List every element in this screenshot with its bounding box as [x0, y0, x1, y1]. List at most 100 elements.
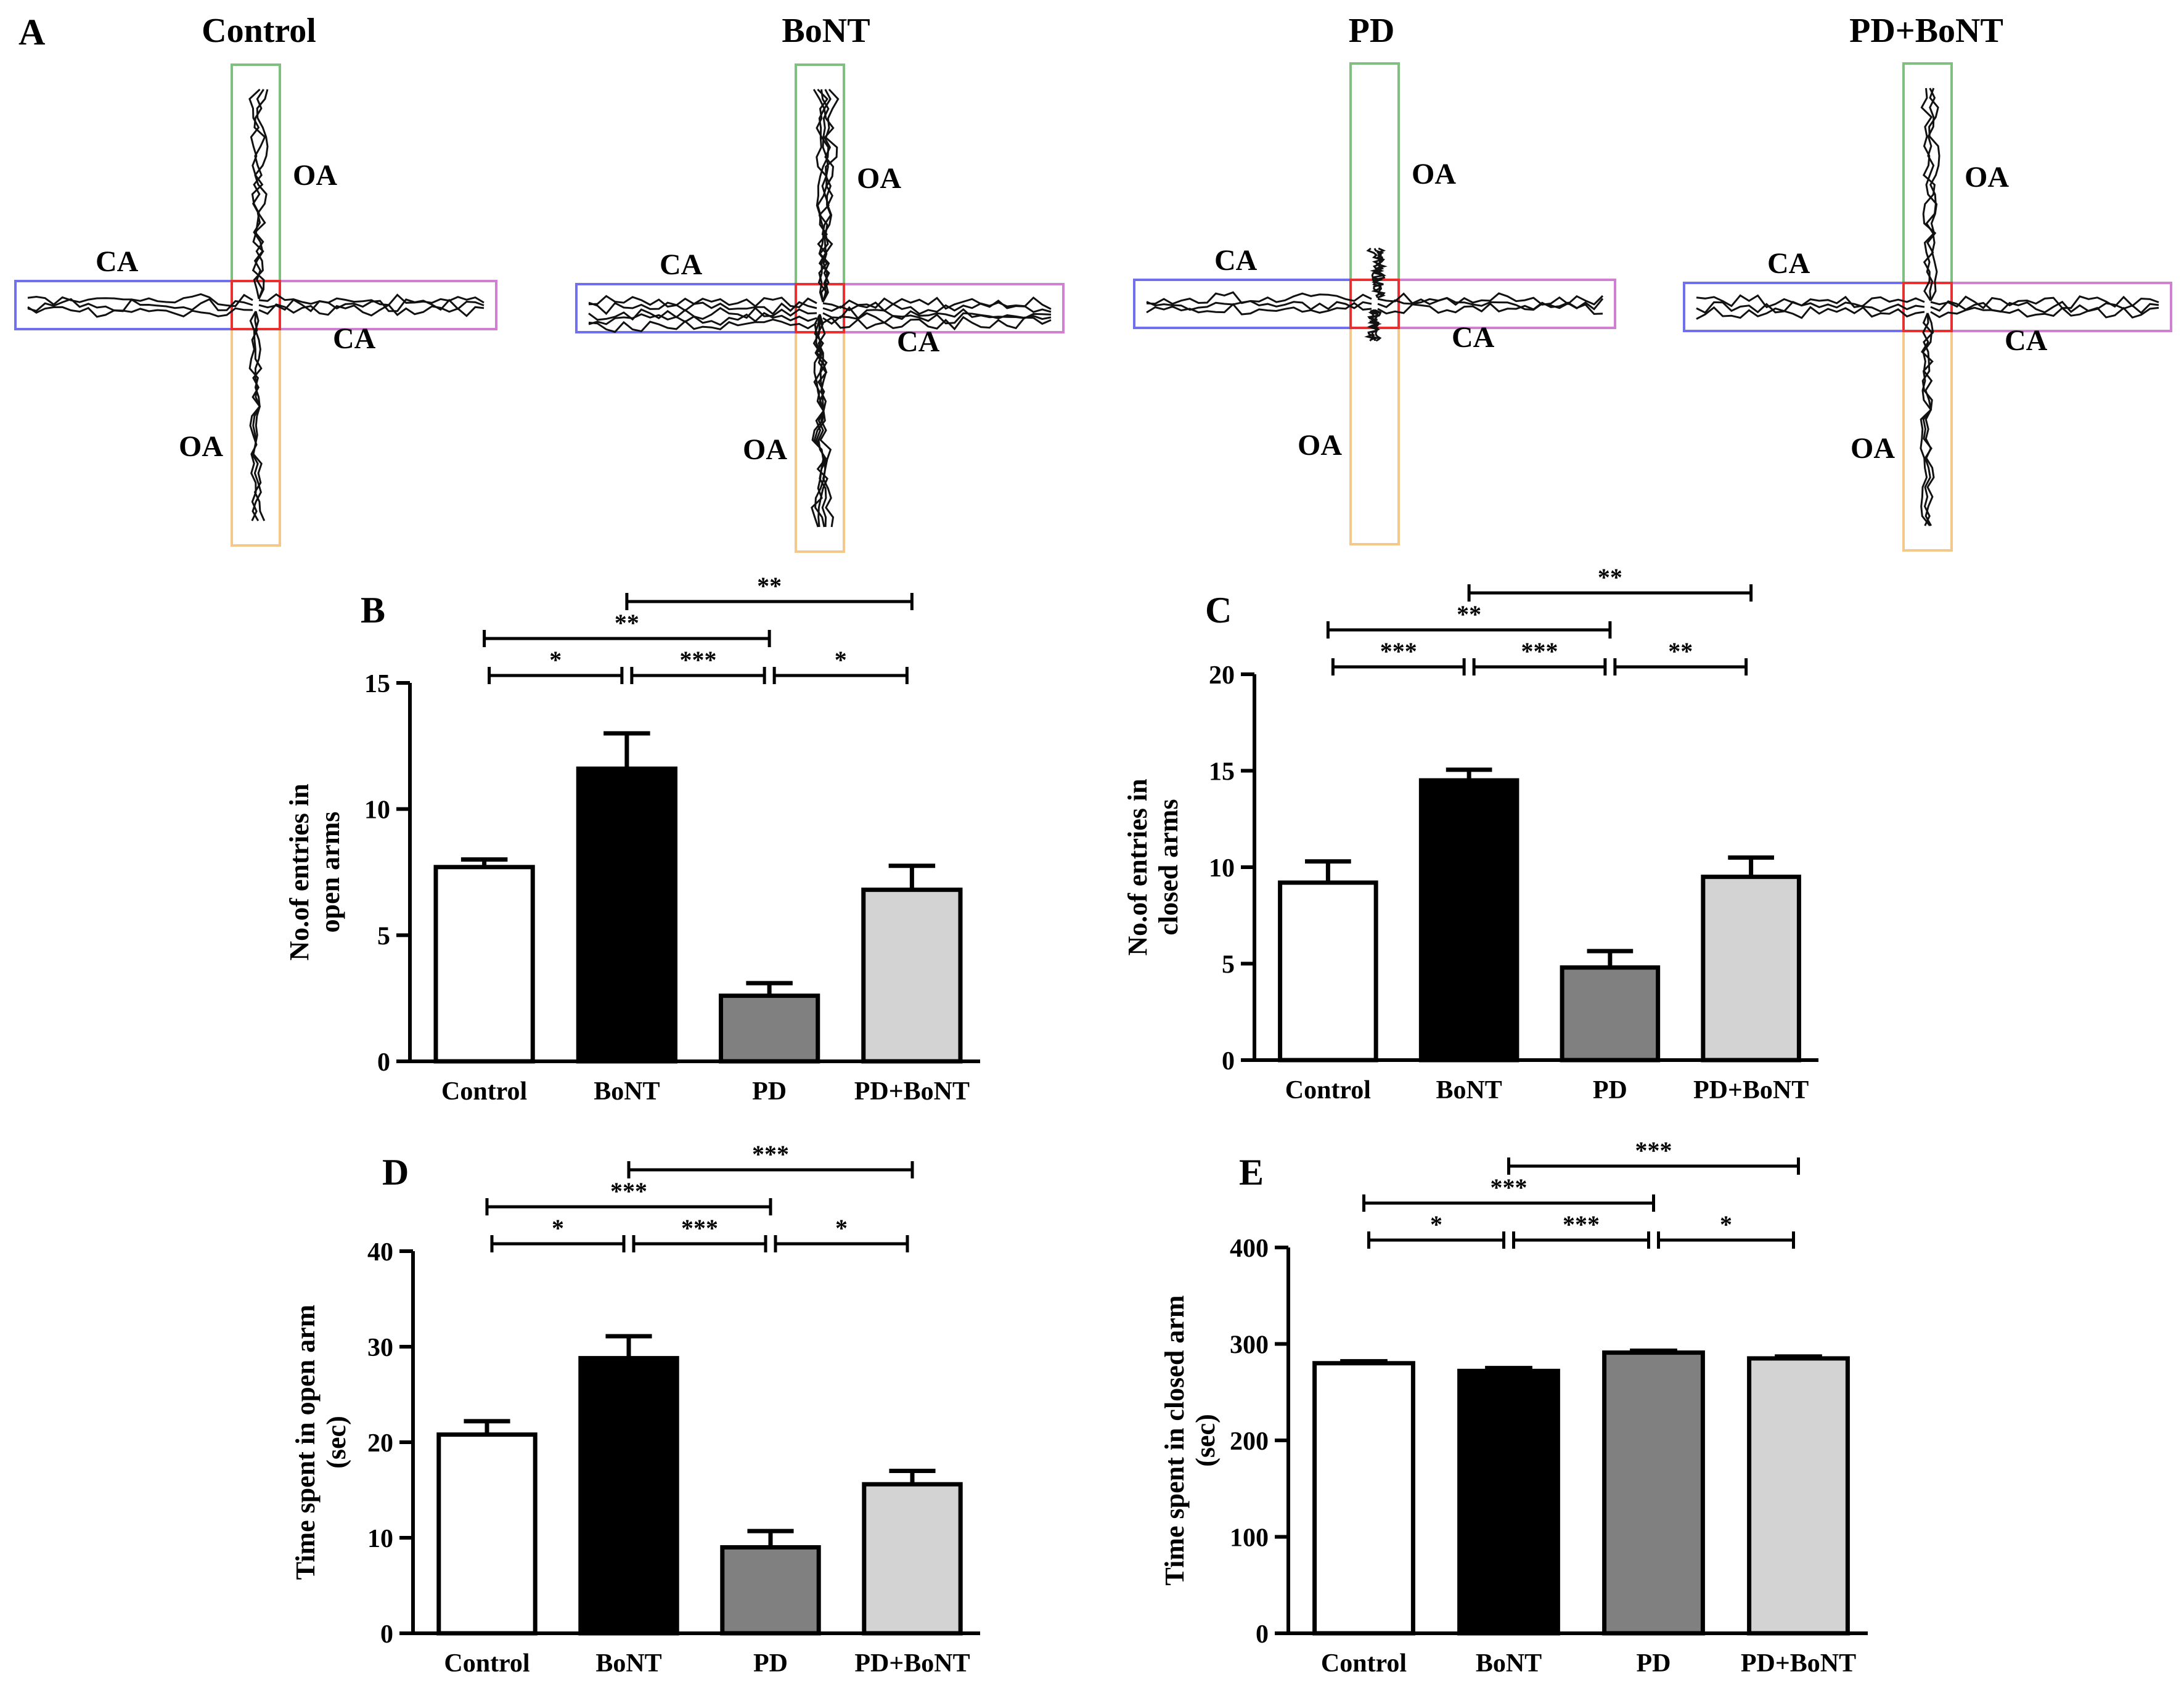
bar-control [436, 1432, 538, 1636]
x-tick-label: PD [752, 1077, 787, 1106]
y-axis-label: No.of entries in [1123, 778, 1153, 955]
y-axis-label: closed arms [1153, 799, 1184, 935]
track-segment [818, 89, 835, 303]
x-tick-label: BoNT [1436, 1076, 1502, 1104]
y-tick-label: 5 [1222, 951, 1235, 979]
movement-track [1146, 247, 1604, 342]
track-segment [1370, 248, 1386, 298]
track-segment [1930, 306, 2159, 319]
track-segment [588, 306, 817, 321]
significance-bracket: ** [1613, 637, 1748, 676]
label-open-arm-top: OA [857, 162, 901, 195]
track-segment [818, 88, 840, 303]
x-tick-label: PD [1593, 1076, 1627, 1104]
bar-control [1312, 1361, 1415, 1636]
track-segment [822, 306, 1052, 320]
x-tick-label: PD+BoNT [1693, 1076, 1809, 1104]
label-closed-arm-right: CA [2005, 324, 2048, 357]
x-tick-label: Control [1321, 1649, 1407, 1678]
track-segment [1146, 291, 1372, 305]
y-axis-label: (sec) [1190, 1414, 1221, 1467]
track-segment [1367, 309, 1381, 342]
x-tick-label: BoNT [594, 1077, 660, 1106]
significance-label: ** [1598, 563, 1622, 591]
significance-bracket: *** [627, 1140, 914, 1178]
track-segment [1930, 295, 2159, 309]
movement-track [588, 88, 1052, 528]
track-segment [27, 306, 253, 318]
y-tick-label: 200 [1230, 1427, 1269, 1456]
significance-label: *** [680, 646, 717, 674]
y-axis-label: Time spent in open arm [290, 1305, 321, 1580]
bar-pd-bont [862, 1482, 963, 1636]
track-segment [249, 311, 266, 521]
x-tick-label: PD+BoNT [854, 1649, 970, 1678]
track-segment [1920, 312, 1934, 526]
panel-letter: D [382, 1152, 409, 1193]
significance-bracket: ** [483, 609, 771, 647]
track-segment [248, 311, 261, 521]
significance-label: *** [1491, 1174, 1528, 1201]
label-closed-arm-left: CA [96, 245, 139, 278]
maze-3: OA CA CA OA [1683, 62, 2172, 552]
track-segment [1922, 312, 1935, 526]
chart-panel-e: E 0 100 200 300 400 Time spent in closed arm (s… [1159, 1137, 1868, 1678]
y-tick-label: 30 [367, 1334, 393, 1362]
label-closed-arm-left: CA [1214, 244, 1258, 277]
track-segment [814, 314, 828, 528]
track-segment [253, 89, 269, 300]
track-segment [1146, 300, 1372, 311]
track-segment [248, 88, 265, 300]
significance-bracket: ** [1467, 563, 1753, 602]
panel-letter: C [1205, 590, 1232, 631]
significance-label: *** [681, 1214, 718, 1242]
track-segment [1696, 306, 1925, 320]
chart-panel-d: D 0 10 20 30 40 Time spent in open arm (sec) Con… [290, 1140, 980, 1678]
significance-bracket: *** [1472, 637, 1607, 676]
y-tick-label: 10 [1209, 854, 1235, 883]
panel-letter: E [1239, 1152, 1264, 1193]
bar-bont [1418, 778, 1519, 1063]
track-segment [1377, 292, 1604, 306]
track-segment [258, 298, 485, 312]
track-segment [1930, 300, 2159, 314]
significance-label: * [1430, 1210, 1442, 1238]
bar-pd-bont [1701, 875, 1801, 1063]
bar-pd [720, 1545, 821, 1636]
significance-bracket: *** [485, 1177, 772, 1215]
track-segment [1696, 301, 1925, 314]
track-segment [1696, 294, 1925, 309]
track-segment [1925, 88, 1941, 301]
label-open-arm-bottom: OA [1851, 432, 1895, 465]
track-segment [588, 318, 817, 333]
maze-0: OA CA CA OA [14, 63, 497, 547]
track-segment [1371, 247, 1388, 299]
x-tick-label: Control [441, 1077, 527, 1106]
x-tick-label: PD+BoNT [1741, 1649, 1856, 1678]
significance-label: *** [610, 1177, 647, 1205]
significance-bracket: *** [632, 1214, 767, 1252]
y-tick-label: 0 [1222, 1047, 1235, 1076]
track-segment [822, 316, 1052, 331]
significance-bracket: *** [630, 646, 766, 684]
significance-label: * [1720, 1210, 1732, 1238]
significance-label: *** [1380, 637, 1417, 665]
label-open-arm-bottom: OA [1298, 429, 1342, 462]
y-tick-label: 20 [1209, 661, 1235, 690]
bar-bont [576, 766, 677, 1064]
track-segment [258, 293, 485, 306]
group-title-pdbont: PD+BoNT [1849, 12, 2003, 50]
significance-bracket: *** [1507, 1137, 1800, 1175]
y-tick-label: 0 [377, 1048, 390, 1077]
y-tick-label: 15 [364, 670, 390, 698]
y-tick-label: 10 [364, 796, 390, 825]
y-tick-label: 400 [1230, 1235, 1269, 1263]
significance-label: ** [1668, 637, 1693, 665]
track-segment [27, 293, 253, 308]
x-tick-label: BoNT [1476, 1649, 1542, 1678]
label-closed-arm-right: CA [897, 325, 940, 358]
significance-label: *** [752, 1140, 789, 1168]
significance-bracket: ** [1326, 600, 1612, 639]
significance-bracket: * [1657, 1210, 1795, 1249]
